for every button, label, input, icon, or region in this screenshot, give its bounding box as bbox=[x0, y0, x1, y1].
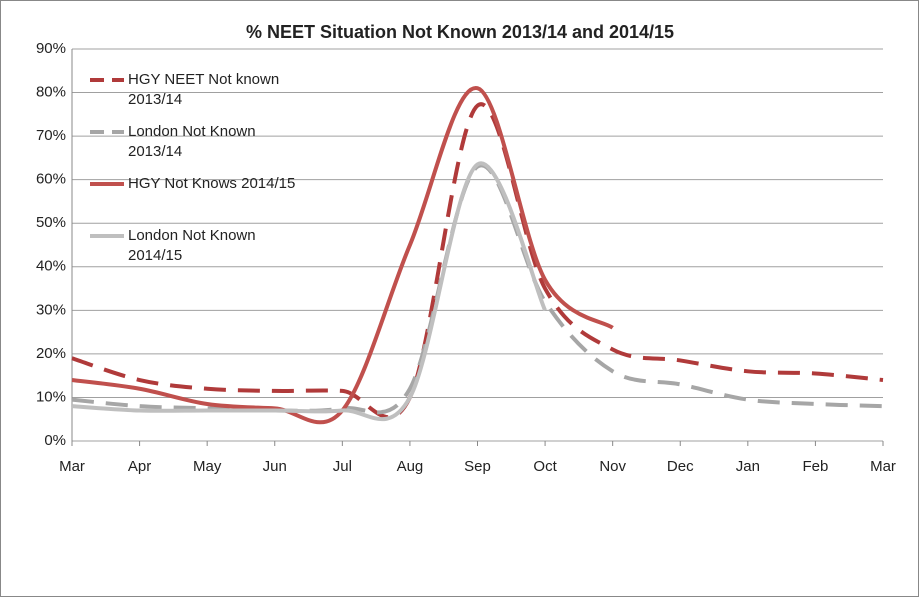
x-tick-label: Aug bbox=[397, 458, 424, 475]
series-line bbox=[71, 161, 547, 421]
legend-swatch bbox=[90, 130, 124, 134]
x-tick-label: Dec bbox=[667, 458, 694, 475]
legend-item: London Not Known 2013/14 bbox=[88, 122, 313, 162]
legend-swatch bbox=[90, 182, 124, 186]
chart-title: % NEET Situation Not Known 2013/14 and 2… bbox=[246, 22, 674, 42]
x-tick-label: Feb bbox=[802, 458, 828, 475]
y-tick-label: 50% bbox=[36, 214, 66, 231]
x-tick-label: Mar bbox=[59, 458, 85, 475]
x-tick-label: Mar bbox=[870, 458, 896, 475]
y-tick-label: 90% bbox=[36, 40, 66, 57]
x-tick-label: Jul bbox=[333, 458, 352, 475]
x-tick-label: Sep bbox=[464, 458, 491, 475]
y-tick-label: 80% bbox=[36, 84, 66, 101]
y-tick-label: 20% bbox=[36, 345, 66, 362]
y-tick-label: 10% bbox=[36, 388, 66, 405]
x-tick-label: Oct bbox=[533, 458, 557, 475]
x-tick-label: Apr bbox=[128, 458, 151, 475]
series-line bbox=[71, 86, 614, 425]
legend-item: HGY Not Knows 2014/15 bbox=[88, 174, 313, 194]
x-tick-label: May bbox=[193, 458, 222, 475]
legend-item: HGY NEET Not known 2013/14 bbox=[88, 70, 313, 110]
legend-label: London Not Known 2014/15 bbox=[128, 227, 256, 264]
y-tick-label: 60% bbox=[36, 171, 66, 188]
x-tick-label: Nov bbox=[599, 458, 626, 475]
x-tick-label: Jan bbox=[736, 458, 760, 475]
legend-swatch bbox=[90, 234, 124, 238]
legend-item: London Not Known 2014/15 bbox=[88, 226, 313, 266]
y-tick-label: 40% bbox=[36, 258, 66, 275]
legend-label: London Not Known 2013/14 bbox=[128, 123, 256, 160]
x-tick-label: Jun bbox=[263, 458, 287, 475]
y-tick-label: 0% bbox=[44, 432, 66, 449]
y-tick-label: 70% bbox=[36, 127, 66, 144]
series-line bbox=[71, 102, 884, 420]
legend-label: HGY Not Knows 2014/15 bbox=[128, 175, 296, 192]
y-tick-label: 30% bbox=[36, 301, 66, 318]
legend-swatch bbox=[90, 78, 124, 82]
legend-label: HGY NEET Not known 2013/14 bbox=[128, 71, 280, 108]
